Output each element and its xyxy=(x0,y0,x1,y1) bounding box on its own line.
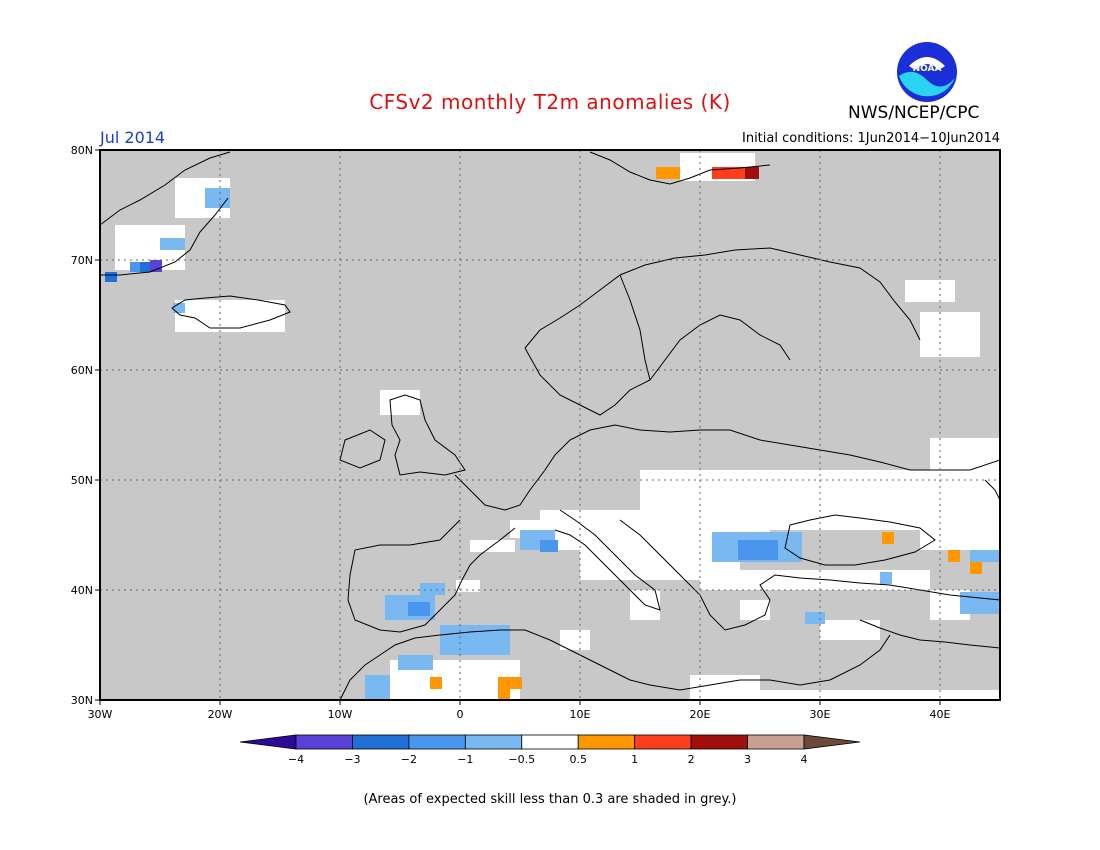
colorbar-label: 2 xyxy=(688,753,695,766)
colorbar-segment xyxy=(408,734,466,750)
colorbar-segment xyxy=(690,734,748,750)
colorbar-label: 3 xyxy=(744,753,751,766)
negative-very-strong xyxy=(150,260,162,272)
colorbar-segment xyxy=(295,734,353,750)
colorbar-label: −0.5 xyxy=(508,753,535,766)
logo-text: NOAA xyxy=(913,64,942,74)
colorbar-label: −2 xyxy=(401,753,417,766)
colorbar-label: 0.5 xyxy=(569,753,587,766)
colorbar-label: 1 xyxy=(631,753,638,766)
positive-medium xyxy=(712,167,747,179)
lat-label: 70N xyxy=(71,254,93,267)
colorbar-segment xyxy=(521,734,579,750)
colorbar-label: −4 xyxy=(288,753,304,766)
colorbar-arrow-high xyxy=(803,734,861,750)
colorbar-arrow-low xyxy=(239,734,297,750)
lon-label: 40E xyxy=(930,708,951,721)
lon-label: 30W xyxy=(88,708,113,721)
colorbar-segment xyxy=(352,734,410,750)
colorbar-segment xyxy=(577,734,636,750)
lat-label: 40N xyxy=(71,584,93,597)
negative-strong xyxy=(105,262,155,282)
lat-label: 50N xyxy=(71,474,93,487)
colorbar-segment xyxy=(747,734,805,750)
lon-label: 10E xyxy=(570,708,591,721)
footnote: (Areas of expected skill less than 0.3 a… xyxy=(363,792,737,807)
coastlines xyxy=(100,151,1000,700)
forecast-month: Jul 2014 xyxy=(100,128,166,147)
map-frame xyxy=(99,149,1001,701)
organization-label: NWS/NCEP/CPC xyxy=(848,103,980,123)
noaa-logo: NOAA xyxy=(897,42,957,102)
lon-label: 10W xyxy=(328,708,353,721)
lon-label: 30E xyxy=(810,708,831,721)
map-title: CFSv2 monthly T2m anomalies (K) xyxy=(369,90,731,114)
map-background xyxy=(100,150,1000,700)
lon-label: 20E xyxy=(690,708,711,721)
gridlines xyxy=(100,150,1000,700)
lon-label: 20W xyxy=(208,708,233,721)
colorbar-label: −1 xyxy=(457,753,473,766)
positive-light xyxy=(430,167,982,700)
longitude-axis: 30W 20W 10W 0 10E 20E 30E 40E xyxy=(88,700,951,721)
lat-label: 60N xyxy=(71,364,93,377)
colorbar-segment xyxy=(464,734,523,750)
latitude-axis: 80N 70N 60N 50N 40N 30N xyxy=(71,144,100,707)
colorbar-label: −3 xyxy=(344,753,360,766)
lon-label: 0 xyxy=(457,708,464,721)
colorbar-label: 4 xyxy=(801,753,808,766)
lat-label: 80N xyxy=(71,144,93,157)
neutral-regions xyxy=(115,153,1000,700)
initial-conditions: Initial conditions: 1Jun2014−10Jun2014 xyxy=(742,131,1000,146)
colorbar: −4 −3 −2 −1 −0.5 0.5 1 2 3 4 xyxy=(239,734,861,766)
positive-strong xyxy=(745,167,759,179)
lat-label: 30N xyxy=(71,694,93,707)
anomaly-field xyxy=(100,150,1000,700)
colorbar-segment xyxy=(634,734,692,750)
